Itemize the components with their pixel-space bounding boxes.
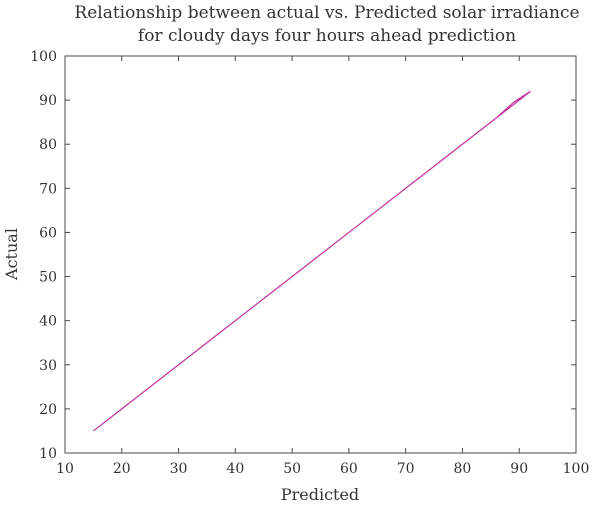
y-tick-label: 70	[39, 181, 57, 197]
y-tick-label: 10	[39, 446, 57, 462]
y-tick-label: 60	[39, 225, 57, 241]
chart-title-line-2: for cloudy days four hours ahead predict…	[138, 26, 516, 46]
x-tick-label: 20	[113, 461, 131, 477]
y-tick-label: 50	[39, 270, 57, 286]
y-tick-label: 40	[39, 314, 57, 330]
x-tick-label: 60	[340, 461, 358, 477]
x-tick-label: 30	[170, 461, 188, 477]
x-tick-label: 70	[397, 461, 415, 477]
series-line-0	[93, 90, 531, 432]
x-tick-label: 50	[283, 461, 301, 477]
x-tick-label: 100	[563, 461, 590, 477]
axis-tick-labels: 10 20 30 40 50 60 70 80 90 100 10 20 30 40 50 60 70 80 90 1…	[30, 49, 589, 477]
chart-title-line-1: Relationship between actual vs. Predicte…	[74, 3, 579, 23]
y-tick-label: 80	[39, 137, 57, 153]
x-tick-label: 40	[226, 461, 244, 477]
y-tick-label: 100	[30, 49, 57, 65]
x-tick-label: 80	[454, 461, 472, 477]
y-tick-label: 30	[39, 358, 57, 374]
x-tick-label: 10	[56, 461, 74, 477]
y-axis-label: Actual	[2, 228, 21, 281]
series-layer	[93, 90, 531, 432]
x-axis-label: Predicted	[281, 485, 359, 504]
x-tick-label: 90	[510, 461, 528, 477]
y-tick-label: 20	[39, 402, 57, 418]
axis-ticks	[64, 55, 577, 454]
plot-frame	[64, 55, 577, 454]
y-tick-label: 90	[39, 93, 57, 109]
